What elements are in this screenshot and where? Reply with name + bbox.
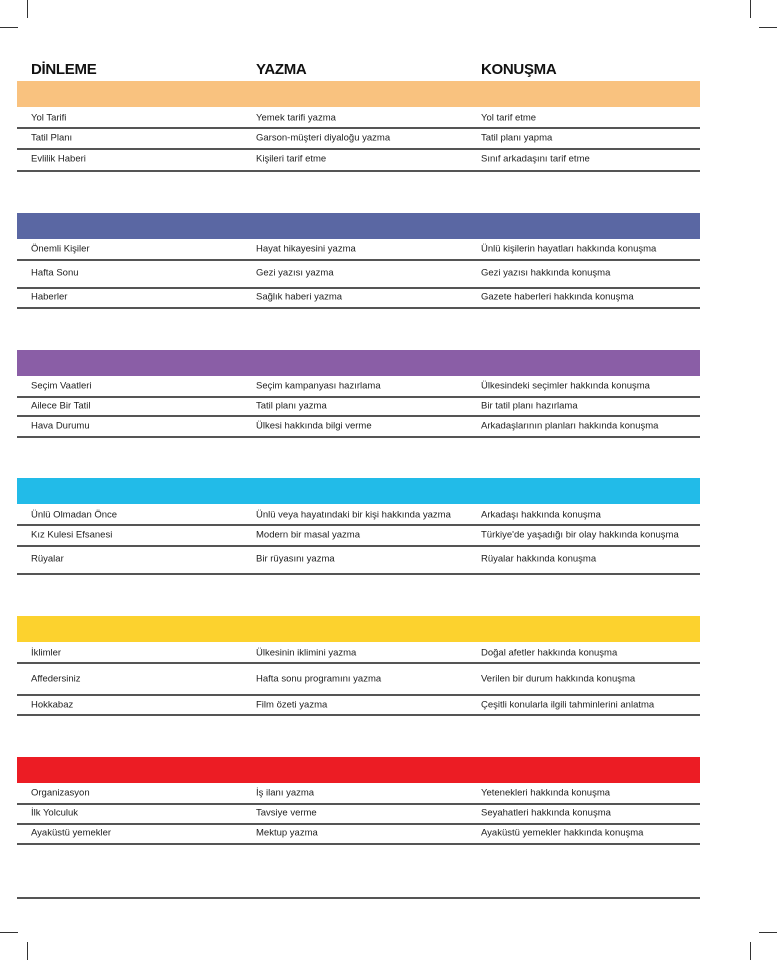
row-divider [17,573,700,575]
crop-mark [750,0,751,18]
row-divider [17,662,700,664]
konusma-cell: Ünlü kişilerin hayatları hakkında konuşm… [481,243,657,255]
yazma-cell: Yemek tarifi yazma [256,112,336,124]
yazma-cell: Tavsiye verme [256,807,317,819]
konusma-cell: Çeşitli konularla ilgili tahminlerini an… [481,699,655,711]
dinleme-cell: Hafta Sonu [31,267,79,279]
konusma-cell: Ülkesindeki seçimler hakkında konuşma [481,380,650,392]
section-color-band [17,478,700,504]
dinleme-cell: Rüyalar [31,553,64,565]
row-divider [17,694,700,696]
crop-mark [759,27,777,28]
row-divider [17,415,700,417]
row-divider [17,436,700,438]
dinleme-cell: Haberler [31,291,68,303]
column-header-yazma: YAZMA [256,61,307,78]
row-divider [17,259,700,261]
row-divider [17,287,700,289]
dinleme-cell: Hava Durumu [31,420,90,432]
yazma-cell: Ünlü veya hayatındaki bir kişi hakkında … [256,509,451,521]
konusma-cell: Seyahatleri hakkında konuşma [481,807,611,819]
bottom-divider [17,897,700,899]
dinleme-cell: Kız Kulesi Efsanesi [31,529,113,541]
row-divider [17,127,700,129]
dinleme-cell: Ailece Bir Tatil [31,400,91,412]
crop-mark [759,932,777,933]
crop-mark [27,0,28,18]
row-divider [17,843,700,845]
konusma-cell: Gazete haberleri hakkında konuşma [481,291,634,303]
row-divider [17,396,700,398]
dinleme-cell: İlk Yolculuk [31,807,79,819]
section-color-band [17,616,700,642]
row-divider [17,307,700,309]
dinleme-cell: Organizasyon [31,787,90,799]
yazma-cell: Ülkesinin iklimini yazma [256,647,357,659]
yazma-cell: Ülkesi hakkında bilgi verme [256,420,372,432]
row-divider [17,803,700,805]
row-divider [17,524,700,526]
konusma-cell: Gezi yazısı hakkında konuşma [481,267,611,279]
section-color-band [17,350,700,376]
yazma-cell: Tatil planı yazma [256,400,327,412]
crop-mark [27,942,28,960]
yazma-cell: İş ilanı yazma [256,787,315,799]
dinleme-cell: Affedersiniz [31,673,81,685]
dinleme-cell: Yol Tarifi [31,112,67,124]
section-color-band [17,213,700,239]
row-divider [17,148,700,150]
konusma-cell: Bir tatil planı hazırlama [481,400,578,412]
yazma-cell: Mektup yazma [256,827,318,839]
row-divider [17,714,700,716]
section-color-band [17,81,700,107]
crop-mark [0,27,18,28]
yazma-cell: Kişileri tarif etme [256,153,327,165]
dinleme-cell: Tatil Planı [31,132,73,144]
yazma-cell: Hafta sonu programını yazma [256,673,382,685]
yazma-cell: Sağlık haberi yazma [256,291,343,303]
konusma-cell: Doğal afetler hakkında konuşma [481,647,618,659]
konusma-cell: Yetenekleri hakkında konuşma [481,787,611,799]
yazma-cell: Seçim kampanyası hazırlama [256,380,381,392]
column-header-konusma: KONUŞMA [481,61,557,78]
konusma-cell: Rüyalar hakkında konuşma [481,553,597,565]
yazma-cell: Modern bir masal yazma [256,529,361,541]
yazma-cell: Gezi yazısı yazma [256,267,334,279]
konusma-cell: Yol tarif etme [481,112,537,124]
konusma-cell: Türkiye'de yaşadığı bir olay hakkında ko… [481,529,679,541]
yazma-cell: Garson-müşteri diyaloğu yazma [256,132,391,144]
dinleme-cell: Evlilik Haberi [31,153,86,165]
dinleme-cell: Hokkabaz [31,699,74,711]
konusma-cell: Ayaküstü yemekler hakkında konuşma [481,827,644,839]
konusma-cell: Verilen bir durum hakkında konuşma [481,673,636,685]
section-color-band [17,757,700,783]
konusma-cell: Tatil planı yapma [481,132,553,144]
konusma-cell: Sınıf arkadaşını tarif etme [481,153,590,165]
dinleme-cell: İklimler [31,647,62,659]
konusma-cell: Arkadaşı hakkında konuşma [481,509,601,521]
crop-mark [0,932,18,933]
dinleme-cell: Önemli Kişiler [31,243,90,255]
dinleme-cell: Ünlü Olmadan Önce [31,509,118,521]
dinleme-cell: Ayaküstü yemekler [31,827,112,839]
row-divider [17,170,700,172]
crop-mark [750,942,751,960]
konusma-cell: Arkadaşlarının planları hakkında konuşma [481,420,659,432]
column-header-dinleme: DİNLEME [31,61,97,78]
dinleme-cell: Seçim Vaatleri [31,380,92,392]
yazma-cell: Bir rüyasını yazma [256,553,335,565]
yazma-cell: Film özeti yazma [256,699,328,711]
yazma-cell: Hayat hikayesini yazma [256,243,356,255]
row-divider [17,545,700,547]
row-divider [17,823,700,825]
